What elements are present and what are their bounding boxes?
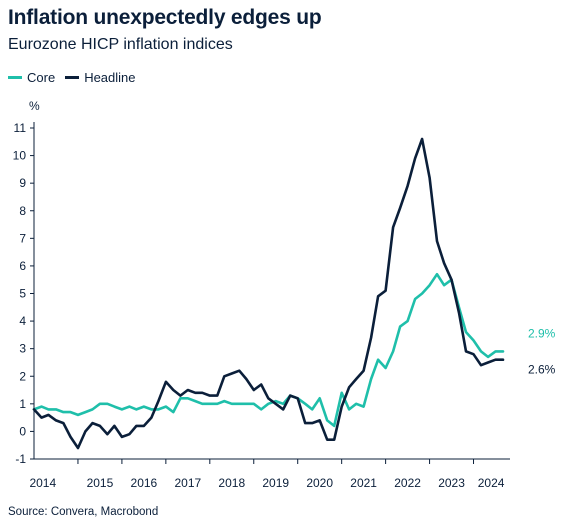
x-tick-label: 2022 bbox=[394, 476, 421, 490]
y-tick-label: 7 bbox=[19, 231, 26, 245]
y-tick-label: 8 bbox=[19, 204, 26, 218]
series-line-headline bbox=[32, 137, 505, 450]
x-tick-label: 2023 bbox=[438, 476, 465, 490]
legend: Core Headline bbox=[8, 70, 146, 85]
chart-subtitle: Eurozone HICP inflation indices bbox=[8, 36, 233, 53]
x-tick-label: 2019 bbox=[262, 476, 289, 490]
y-tick-label: 9 bbox=[19, 176, 26, 190]
series-line-core bbox=[32, 272, 505, 428]
legend-swatch-headline bbox=[65, 76, 80, 79]
y-tick-label: 3 bbox=[19, 342, 26, 356]
y-tick-label: 4 bbox=[19, 314, 26, 328]
end-label-headline: 2.6% bbox=[528, 363, 556, 377]
y-tick-label: 5 bbox=[19, 287, 26, 301]
y-tick-label: 11 bbox=[14, 121, 27, 135]
end-labels: 2.9% 2.6% bbox=[528, 326, 556, 376]
source-note: Source: Convera, Macrobond bbox=[8, 506, 159, 518]
x-tick-label: 2015 bbox=[87, 476, 114, 490]
x-tick-label: 2024 bbox=[478, 476, 505, 490]
y-tick-label: 1 bbox=[19, 397, 26, 411]
legend-label-headline: Headline bbox=[84, 70, 136, 85]
y-tick-label: -1 bbox=[15, 452, 26, 466]
y-tick-label: 10 bbox=[13, 149, 27, 163]
axes: -1 0 1 2 3 4 5 6 7 8 9 10 11 2014 2015 2016 2017 2018 2019… bbox=[13, 121, 510, 490]
legend-label-core: Core bbox=[27, 70, 56, 85]
y-tick-label: 6 bbox=[19, 259, 26, 273]
x-tick-label: 2014 bbox=[29, 476, 56, 490]
legend-swatch-core bbox=[8, 76, 22, 79]
legend-item-headline: Headline bbox=[65, 70, 136, 85]
chart-title: Inflation unexpectedly edges up bbox=[8, 6, 322, 29]
y-tick-label: 0 bbox=[19, 424, 26, 438]
x-tick-label: 2018 bbox=[218, 476, 245, 490]
x-tick-label: 2017 bbox=[174, 476, 201, 490]
x-tick-label: 2021 bbox=[350, 476, 377, 490]
end-label-core: 2.9% bbox=[528, 326, 556, 340]
y-axis-unit-label: % bbox=[29, 99, 40, 113]
series-layer bbox=[32, 137, 505, 450]
legend-item-core: Core bbox=[8, 70, 55, 85]
x-tick-label: 2016 bbox=[131, 476, 158, 490]
y-tick-label: 2 bbox=[19, 369, 26, 383]
x-tick-label: 2020 bbox=[306, 476, 333, 490]
